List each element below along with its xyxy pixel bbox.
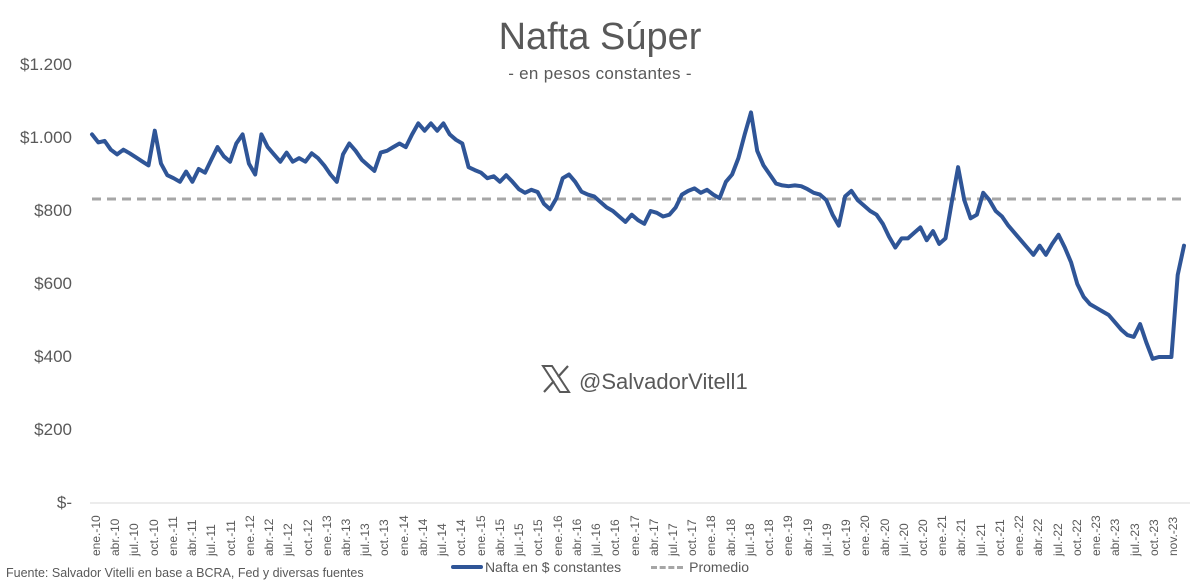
x-tick-label: ene.-10	[89, 515, 103, 556]
x-tick-label: oct.-16	[608, 519, 623, 556]
x-tick-label: jul.-23	[1127, 523, 1142, 556]
x-tick-label: ene.-11	[165, 516, 180, 556]
watermark-handle: @SalvadorVitell1	[579, 369, 748, 394]
x-tick-label: abr.-18	[723, 518, 738, 556]
x-tick-label: jul.-17	[665, 523, 680, 556]
y-tick-label: $1.200	[20, 55, 72, 74]
legend: Nafta en $ constantes Promedio	[0, 559, 1200, 575]
x-tick-label: jul.-12	[281, 523, 296, 556]
x-tick-label: oct.-14	[454, 519, 469, 556]
x-tick-label: jul.-18	[742, 523, 757, 556]
chart-title: Nafta Súper	[498, 16, 702, 58]
y-tick-label: $600	[34, 274, 72, 293]
x-tick-label: ene.-14	[396, 515, 411, 556]
x-tick-label: abr.-14	[415, 518, 430, 556]
dashed-line-swatch-icon	[651, 565, 684, 569]
x-tick-label: oct.-23	[1146, 519, 1161, 556]
x-tick-label: ene.-19	[781, 515, 796, 556]
x-tick-label: abr.-21	[954, 518, 969, 556]
x-tick-label: jul.-19	[819, 523, 834, 556]
x-tick-label: abr.-15	[492, 518, 507, 556]
x-tick-label: abr.-12	[262, 518, 277, 556]
x-tick-label: oct.-10	[146, 519, 161, 556]
x-tick-label: jul.-15	[512, 523, 527, 556]
watermark: @SalvadorVitell1	[541, 365, 748, 399]
x-tick-label: ene.-23	[1089, 515, 1104, 556]
x-tick-label: oct.-21	[992, 519, 1007, 556]
source-note: Fuente: Salvador Vitelli en base a BCRA,…	[6, 566, 364, 580]
x-tick-label: ene.-15	[473, 515, 488, 556]
series-line-nafta	[90, 110, 1186, 361]
x-tick-label: ene.-18	[704, 515, 719, 556]
x-tick-label: abr.-22	[1031, 518, 1046, 556]
x-tick-label: abr.-17	[646, 518, 661, 556]
x-tick-label: oct.-19	[839, 519, 854, 556]
y-tick-label: $1.000	[20, 128, 72, 147]
x-tick-label: jul.-16	[589, 523, 604, 556]
x-logo-icon	[541, 365, 571, 399]
legend-label-series: Nafta en $ constantes	[484, 559, 622, 575]
x-tick-label: jul.-21	[973, 523, 988, 556]
legend-item-average: Promedio	[651, 559, 749, 575]
legend-item-series: Nafta en $ constantes	[450, 559, 622, 575]
x-tick-label: oct.-17	[685, 519, 700, 556]
x-tick-label: ene.-13	[319, 515, 334, 556]
x-tick-label: oct.-15	[531, 519, 546, 556]
y-tick-label: $800	[34, 201, 72, 220]
legend-label-average: Promedio	[689, 559, 750, 575]
x-tick-label: abr.-10	[108, 518, 123, 556]
y-tick-label: $200	[34, 420, 72, 439]
x-tick-label: oct.-20	[915, 519, 930, 556]
x-tick-label: jul.-11	[204, 524, 219, 556]
x-tick-label: abr.-20	[877, 518, 892, 556]
x-tick-label: abr.-23	[1108, 518, 1123, 556]
x-tick-label: abr.-13	[339, 518, 354, 556]
x-tick-label: oct.-13	[377, 519, 392, 556]
x-tick-label: oct.-22	[1069, 519, 1084, 556]
x-tick-label: jul.-10	[127, 523, 142, 556]
x-tick-label: abr.-11	[185, 519, 200, 556]
x-tick-label: jul.-22	[1050, 523, 1065, 556]
y-tick-label: $-	[56, 493, 72, 512]
x-tick-label: jul.-20	[896, 523, 911, 556]
y-tick-label: $400	[34, 347, 72, 366]
solid-line-swatch-icon	[450, 565, 483, 569]
x-tick-label: ene.-20	[858, 515, 873, 556]
chart-subtitle: - en pesos constantes -	[508, 64, 692, 83]
x-tick-label: jul.-13	[358, 523, 373, 556]
x-tick-label: oct.-11	[223, 520, 238, 556]
x-tick-label: oct.-12	[300, 519, 315, 556]
x-tick-label: ene.-22	[1012, 515, 1027, 556]
x-tick-label: ene.-21	[935, 515, 950, 556]
x-tick-label: nov.-23	[1166, 516, 1180, 556]
x-tick-label: ene.-16	[550, 515, 565, 556]
x-tick-label: abr.-19	[800, 518, 815, 556]
x-tick-label: abr.-16	[569, 518, 584, 556]
x-tick-label: oct.-18	[762, 519, 777, 556]
x-tick-label: jul.-14	[435, 523, 450, 556]
x-tick-label: ene.-12	[242, 515, 257, 556]
x-tick-label: ene.-17	[627, 515, 642, 556]
